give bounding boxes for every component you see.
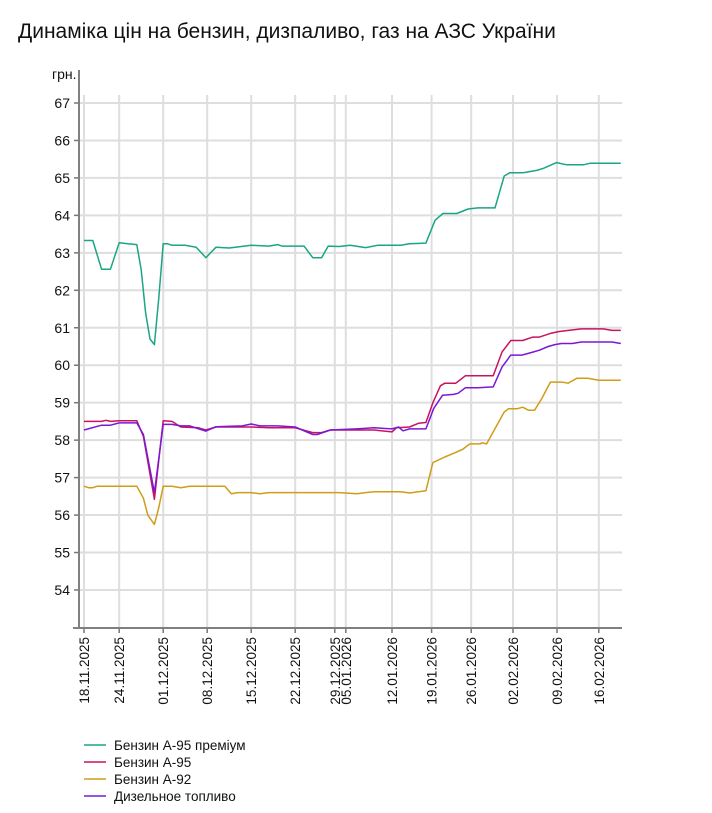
y-tick-label: 62: [54, 282, 70, 298]
series-line-2: [83, 377, 621, 526]
series-line-0: [84, 161, 621, 346]
series-line-1: [84, 328, 621, 501]
legend: Бензин А-95 преміум Бензин А-95 Бензин А-9…: [84, 738, 246, 804]
y-tick-label: 60: [54, 357, 70, 373]
y-tick-label: 61: [54, 320, 70, 336]
series-lines: [83, 161, 621, 526]
x-tick-label: 22.12.2025: [288, 637, 303, 705]
chart-title: Динаміка цін на бензин, дизпаливо, газ н…: [18, 20, 556, 43]
y-tick-label: 63: [54, 245, 70, 261]
y-tick-label: 65: [54, 170, 70, 186]
legend-label: Бензин А-95 преміум: [114, 738, 246, 753]
y-tick-label: 67: [54, 95, 70, 111]
legend-label: Бензин А-95: [114, 755, 191, 770]
y-tick-label: 56: [54, 507, 70, 523]
x-tick-label: 12.01.2026: [385, 637, 400, 705]
x-tick-label: 29.12.2025: [328, 637, 343, 705]
y-tick-label: 64: [54, 207, 70, 223]
x-tick-label: 16.02.2026: [592, 637, 607, 705]
x-tick-label: 05.01.2026: [339, 637, 354, 705]
legend-label: Бензин А-92: [114, 772, 191, 787]
grid: [80, 95, 622, 628]
y-axis-unit-label: грн.: [52, 66, 77, 82]
x-tick-label: 24.11.2025: [112, 637, 127, 704]
x-tick-label: 09.02.2026: [550, 637, 565, 705]
series-line-3: [83, 341, 621, 494]
y-tick-label: 55: [54, 545, 70, 561]
x-tick-label: 15.12.2025: [244, 637, 259, 705]
x-tick-label: 08.12.2025: [200, 637, 215, 705]
x-tick-label: 02.02.2026: [506, 637, 521, 705]
axes: 54 55 56 57 58 59 60 61 62 63 64 65 66 67 18.11.2025 24…: [54, 70, 622, 705]
y-tick-label: 66: [54, 132, 70, 148]
y-tick-label: 57: [54, 470, 70, 486]
y-tick-label: 54: [54, 582, 70, 598]
x-tick-label: 19.01.2026: [425, 637, 440, 705]
legend-label: Дизельное топливо: [114, 789, 236, 804]
x-tick-label: 26.01.2026: [464, 637, 479, 705]
x-tick-label: 01.12.2025: [156, 637, 171, 705]
y-tick-label: 59: [54, 395, 70, 411]
y-tick-label: 58: [54, 432, 70, 448]
x-tick-label: 18.11.2025: [77, 637, 92, 704]
